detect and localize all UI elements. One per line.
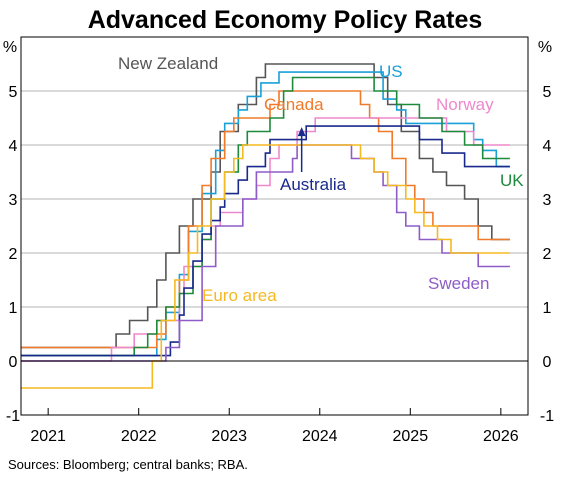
y-unit-right: % — [538, 39, 552, 56]
x-tick-label: 2025 — [393, 428, 429, 445]
y-tick-label-right: 1 — [543, 300, 552, 317]
plot-frame — [20, 36, 529, 416]
y-tick-label-right: 0 — [543, 354, 552, 371]
x-tick-label: 2024 — [302, 428, 338, 445]
series-label-sweden: Sweden — [428, 274, 489, 293]
series-line-new-zealand — [21, 63, 510, 349]
series-lines — [21, 63, 510, 389]
y-tick-label-right: 4 — [543, 138, 552, 155]
annotation-arrow-head — [297, 127, 306, 137]
y-tick-label-left: 0 — [9, 354, 18, 371]
y-tick-label-left: -1 — [6, 408, 20, 425]
series-label-canada: Canada — [264, 95, 324, 114]
y-tick-label-right: 3 — [543, 192, 552, 209]
x-tick-label: 2026 — [483, 428, 519, 445]
y-tick-label-left: 4 — [9, 138, 18, 155]
series-line-euro-area — [21, 144, 510, 389]
x-tick-label: 2021 — [30, 428, 66, 445]
y-tick-label-left: 3 — [9, 192, 18, 209]
y-tick-label-left: 1 — [9, 300, 18, 317]
chart-title: Advanced Economy Policy Rates — [88, 6, 483, 34]
series-line-australia — [21, 125, 510, 357]
y-tick-label-right: 2 — [543, 246, 552, 263]
series-label-us: US — [379, 62, 403, 81]
y-tick-label-left: 2 — [9, 246, 18, 263]
series-label-norway: Norway — [436, 95, 494, 114]
axis-ticks: -1 -1 0 0 1 1 2 2 3 3 4 4 5 5 2021 2022 2023 2024 2025 2026 — [6, 84, 554, 445]
series-line-us — [21, 71, 510, 357]
series-labels: New Zealand US Canada Norway UK Australia Swed… — [118, 54, 524, 305]
series-line-uk — [21, 76, 510, 357]
australia-arrow — [297, 127, 306, 172]
series-label-euro-area: Euro area — [202, 286, 277, 305]
x-tick-label: 2022 — [121, 428, 157, 445]
x-tick-label: 2023 — [211, 428, 247, 445]
y-tick-label-right: -1 — [540, 408, 554, 425]
series-label-australia: Australia — [280, 175, 347, 194]
series-label-new-zealand: New Zealand — [118, 54, 218, 73]
y-unit-left: % — [3, 39, 17, 56]
source-note: Sources: Bloomberg; central banks; RBA. — [8, 457, 248, 472]
series-line-canada — [21, 90, 510, 349]
y-tick-label-left: 5 — [9, 84, 18, 101]
series-label-uk: UK — [500, 171, 524, 190]
y-tick-label-right: 5 — [543, 84, 552, 101]
